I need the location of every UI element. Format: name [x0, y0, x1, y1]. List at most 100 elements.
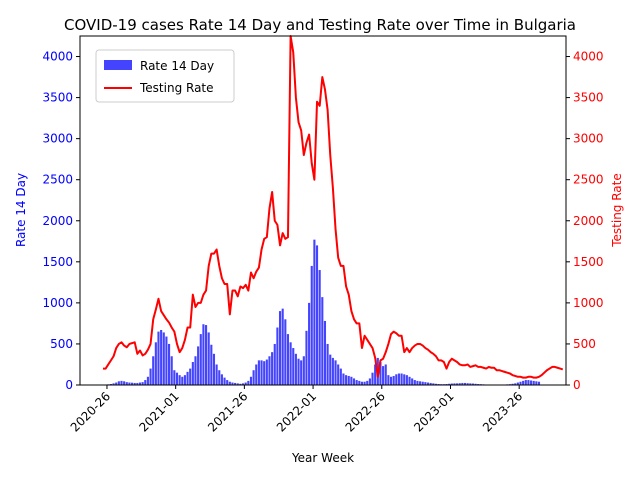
right-y-tick-label: 500	[573, 337, 596, 351]
rate-14-day-bar	[339, 368, 342, 385]
rate-14-day-bar	[421, 381, 424, 385]
rate-14-day-bar	[189, 368, 192, 385]
rate-14-day-bar	[128, 382, 131, 385]
rate-14-day-bar	[244, 382, 247, 385]
rate-14-day-bar	[160, 329, 163, 385]
legend-swatch-rate-14-day	[104, 60, 132, 70]
rate-14-day-bar	[234, 382, 237, 385]
left-y-tick-label: 1000	[42, 296, 73, 310]
rate-14-day-bar	[226, 380, 229, 385]
rate-14-day-bar	[395, 374, 398, 385]
rate-14-day-bar	[384, 364, 387, 385]
rate-14-day-bar	[514, 383, 517, 385]
rate-14-day-bar	[397, 373, 400, 385]
rate-14-day-bar	[424, 382, 427, 385]
rate-14-day-bar	[448, 383, 451, 385]
rate-14-day-bar	[474, 383, 477, 385]
rate-14-day-bar	[191, 362, 194, 385]
rate-14-day-bar	[315, 245, 319, 385]
rate-14-day-bar	[197, 346, 200, 385]
rate-14-day-bar	[294, 353, 297, 385]
rate-14-day-bar	[416, 380, 419, 385]
rate-14-day-bar	[331, 357, 334, 385]
rate-14-day-bar	[411, 378, 414, 385]
rate-14-day-bar	[138, 382, 142, 385]
rate-14-day-bar	[263, 361, 266, 385]
rate-14-day-bar	[165, 336, 168, 385]
rate-14-day-bar	[429, 382, 432, 385]
rate-14-day-bar	[537, 381, 541, 385]
rate-14-day-bar	[210, 344, 213, 385]
rate-14-day-bar	[278, 311, 282, 385]
rate-14-day-bar	[125, 382, 128, 385]
rate-14-day-bar	[117, 381, 120, 385]
right-y-tick-label: 2500	[573, 173, 604, 187]
rate-14-day-bar	[239, 383, 242, 385]
left-y-axis-label: Rate 14 Day	[14, 173, 28, 247]
right-y-tick-label: 3500	[573, 91, 604, 105]
rate-14-day-bar	[463, 382, 467, 385]
right-y-tick-label: 1000	[573, 296, 604, 310]
rate-14-day-bar	[471, 383, 474, 385]
rate-14-day-bar	[360, 381, 364, 385]
left-y-tick-label: 3000	[42, 132, 73, 146]
rate-14-day-bar	[286, 334, 290, 385]
rate-14-day-bar	[276, 327, 279, 385]
rate-14-day-bar	[241, 383, 245, 385]
rate-14-day-bar	[337, 364, 340, 385]
rate-14-day-bar	[141, 382, 144, 385]
line-series-testing-rate	[103, 35, 564, 379]
rate-14-day-bar	[112, 383, 115, 385]
rate-14-day-bar	[249, 376, 253, 385]
rate-14-day-bar	[268, 356, 271, 385]
rate-14-day-bar	[202, 324, 205, 385]
rate-14-day-bar	[289, 342, 292, 385]
rate-14-day-bar	[405, 375, 408, 385]
left-y-axis-ticks: 0 500 1000 1500 2000 2500 3000 3500 4000	[42, 50, 80, 392]
rate-14-day-bar	[220, 374, 223, 385]
rate-14-day-bar	[300, 360, 303, 385]
rate-14-day-bar	[419, 381, 422, 385]
rate-14-day-bar	[252, 370, 255, 385]
rate-14-day-bar	[400, 373, 403, 385]
rate-14-day-bar	[392, 375, 395, 385]
rate-14-day-bar	[458, 383, 461, 385]
rate-14-day-bar	[207, 332, 210, 385]
rate-14-day-bar	[310, 265, 313, 385]
rate-14-day-bar	[345, 375, 348, 385]
rate-14-day-bar	[205, 325, 208, 385]
rate-14-day-bar	[450, 383, 453, 385]
rate-14-day-bar	[183, 375, 186, 385]
rate-14-day-bar	[218, 370, 221, 385]
rate-14-day-bar	[260, 360, 263, 385]
rate-14-day-bar	[389, 376, 393, 385]
rate-14-day-bar	[387, 375, 390, 385]
rate-14-day-bar	[426, 382, 430, 385]
rate-14-day-bar	[223, 377, 226, 385]
rate-14-day-bar	[511, 383, 514, 385]
rate-14-day-bar	[524, 380, 527, 385]
rate-14-day-bar	[199, 334, 202, 385]
rate-14-day-bar	[461, 382, 464, 385]
rate-14-day-bar	[149, 368, 152, 385]
rate-14-day-bar	[173, 370, 176, 385]
rate-14-day-bar	[136, 382, 139, 385]
rate-14-day-bar	[120, 380, 123, 385]
rate-14-day-bar	[408, 376, 411, 385]
right-y-tick-label: 2000	[573, 214, 604, 228]
rate-14-day-bar	[271, 352, 274, 385]
rate-14-day-bar	[347, 375, 350, 385]
rate-14-day-bar	[522, 380, 525, 385]
rate-14-day-bar	[181, 376, 184, 385]
rate-14-day-bar	[292, 348, 295, 385]
right-y-tick-label: 3000	[573, 132, 604, 146]
rate-14-day-bar	[228, 381, 231, 385]
rate-14-day-bar	[530, 380, 533, 385]
rate-14-day-bar	[519, 381, 522, 385]
rate-14-day-bar	[413, 380, 416, 385]
left-y-tick-label: 3500	[42, 91, 73, 105]
rate-14-day-bar	[432, 383, 435, 385]
rate-14-day-bar	[255, 364, 258, 385]
rate-14-day-bar	[321, 297, 324, 385]
rate-14-day-bar	[265, 359, 268, 385]
